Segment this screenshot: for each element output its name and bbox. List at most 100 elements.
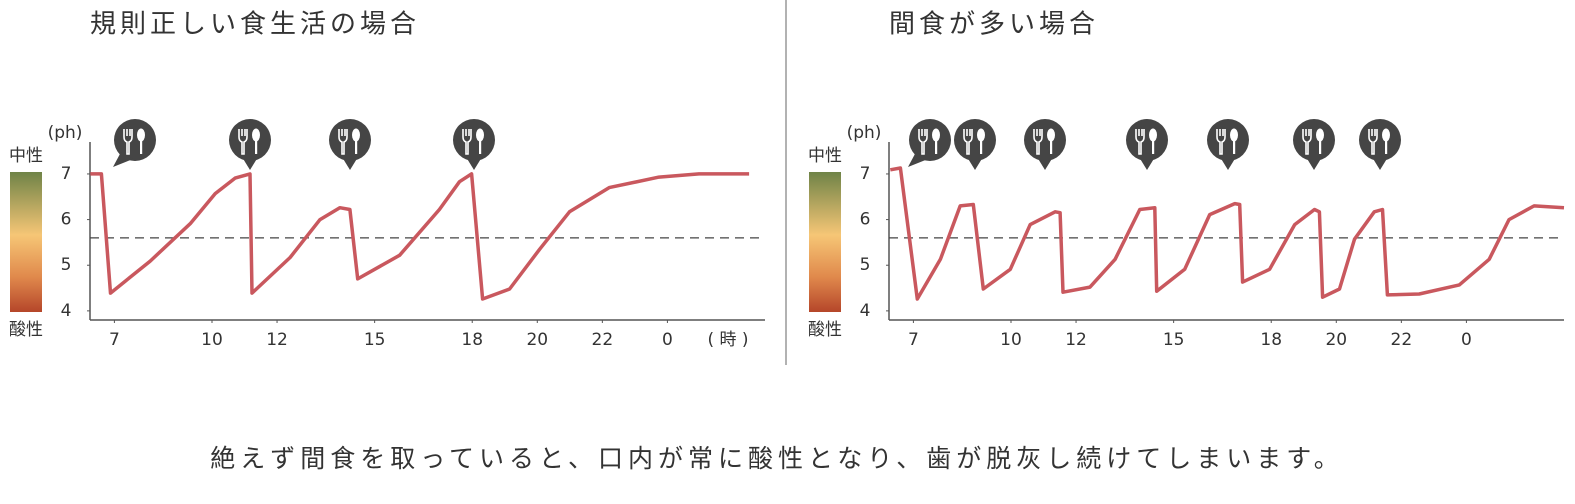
x-tick-label: 0: [1461, 330, 1472, 350]
meal-icon: [229, 119, 271, 170]
fork: [1216, 129, 1226, 155]
x-tick-label: 20: [1325, 330, 1347, 350]
fork: [462, 129, 472, 155]
y-tick-label: 7: [860, 164, 871, 184]
icon-tail: [1037, 157, 1053, 170]
icon-bg: [1207, 119, 1249, 161]
spoon-head: [1047, 128, 1055, 142]
fork: [1033, 129, 1043, 155]
scale-top-label: 中性: [9, 146, 43, 166]
spoon-head: [977, 128, 985, 142]
x-tick-label: 12: [266, 330, 288, 350]
spoon-handle: [1233, 140, 1236, 154]
ph-line: [90, 172, 750, 301]
spoon-handle: [140, 140, 143, 154]
icon-bg: [1359, 119, 1401, 161]
icon-tail: [1220, 157, 1236, 170]
spoon-head: [932, 128, 940, 142]
y-tick-label: 5: [61, 255, 72, 275]
spoon-head: [1316, 128, 1324, 142]
meal-icon: [113, 119, 156, 167]
spoon-handle: [1152, 140, 1155, 154]
x-tick-label: 0: [662, 330, 673, 350]
spoon-handle: [1385, 140, 1388, 154]
x-tick-label: 7: [908, 330, 919, 350]
icon-bg: [954, 119, 996, 161]
meal-icon: [954, 119, 996, 170]
ph-line: [889, 166, 1565, 301]
y-tick-label: 4: [61, 301, 72, 321]
spoon-head: [1230, 128, 1238, 142]
y-tick-label: 4: [860, 301, 871, 321]
spoon-handle: [1319, 140, 1322, 154]
ph-scale: [10, 172, 42, 312]
icon-tail: [1306, 157, 1322, 170]
ph-scale: [809, 172, 841, 312]
x-tick-label: 18: [1260, 330, 1282, 350]
icon-tail: [1372, 157, 1388, 170]
meal-icon: [1024, 119, 1066, 170]
fork: [1368, 129, 1378, 155]
scale-bottom-label: 酸性: [9, 320, 43, 340]
y-tick-label: 6: [860, 210, 871, 230]
x-tick-label: 7: [109, 330, 120, 350]
icon-tail: [466, 157, 482, 170]
spoon-head: [1149, 128, 1157, 142]
x-tick-label: 12: [1065, 330, 1087, 350]
spoon-handle: [935, 140, 938, 154]
scale-bottom-label: 酸性: [808, 320, 842, 340]
spoon-handle: [255, 140, 258, 154]
chart-title: 規則正しい食生活の場合: [90, 10, 420, 40]
fork: [1135, 129, 1145, 155]
icon-bg: [1126, 119, 1168, 161]
icon-tail: [342, 157, 358, 170]
spoon-handle: [479, 140, 482, 154]
scale-top-label: 中性: [808, 146, 842, 166]
fork: [963, 129, 973, 155]
spoon-head: [252, 128, 260, 142]
x-tick-label: 18: [461, 330, 483, 350]
meal-icon: [329, 119, 371, 170]
icon-tail: [1139, 157, 1155, 170]
fork: [1302, 129, 1312, 155]
icon-bg: [453, 119, 495, 161]
fork: [338, 129, 348, 155]
chart-title: 間食が多い場合: [889, 10, 1099, 40]
meal-icon: [1359, 119, 1401, 170]
spoon-handle: [1050, 140, 1053, 154]
fork: [918, 129, 928, 155]
meal-icon: [1207, 119, 1249, 170]
y-tick-label: 7: [61, 164, 72, 184]
icon-bg: [229, 119, 271, 161]
spoon-head: [1382, 128, 1390, 142]
x-tick-label: 20: [526, 330, 548, 350]
x-axis-label: ( 時 ): [707, 330, 748, 350]
spoon-handle: [355, 140, 358, 154]
fork: [238, 129, 248, 155]
icon-tail: [908, 152, 928, 167]
icon-tail: [242, 157, 258, 170]
x-tick-label: 15: [1163, 330, 1185, 350]
meal-icon: [1293, 119, 1335, 170]
meal-icon: [453, 119, 495, 170]
spoon-head: [137, 128, 145, 142]
x-tick-label: 22: [1391, 330, 1413, 350]
spoon-head: [476, 128, 484, 142]
x-tick-label: 22: [592, 330, 614, 350]
fork: [123, 129, 133, 155]
icon-bg: [1024, 119, 1066, 161]
spoon-handle: [980, 140, 983, 154]
x-tick-label: 10: [1000, 330, 1022, 350]
x-tick-label: 10: [201, 330, 223, 350]
icon-bg: [1293, 119, 1335, 161]
meal-icon: [908, 119, 951, 167]
meal-icon: [1126, 119, 1168, 170]
icon-tail: [967, 157, 983, 170]
y-tick-label: 6: [61, 210, 72, 230]
y-axis-label: (ph): [48, 123, 83, 143]
spoon-head: [352, 128, 360, 142]
caption: 絶えず間食を取っていると、口内が常に酸性となり、歯が脱灰し続けてしまいます。: [210, 444, 1344, 473]
x-tick-label: 15: [364, 330, 386, 350]
